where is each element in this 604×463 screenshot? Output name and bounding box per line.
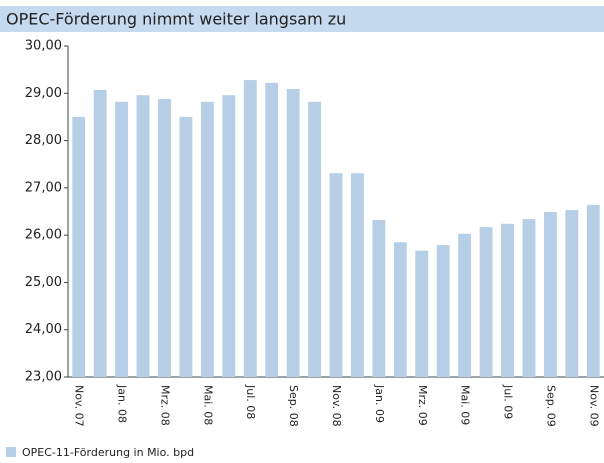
x-tick-label: Sep. 09 [544, 385, 557, 427]
bar [543, 211, 557, 377]
bar [308, 101, 321, 377]
y-tick-label: 28,00 [25, 133, 62, 148]
y-tick-label: 30,00 [25, 39, 62, 54]
bar [436, 245, 450, 377]
bar [286, 89, 300, 377]
y-tick-label: 25,00 [25, 275, 62, 290]
bar [522, 219, 536, 377]
x-tick-label: Mrz. 09 [416, 385, 429, 426]
bar [329, 173, 343, 377]
bar [415, 250, 429, 377]
x-tick-label: Nov. 08 [330, 385, 343, 427]
bar [200, 101, 214, 377]
x-tick-label: Mai. 09 [459, 385, 472, 425]
bar [243, 80, 257, 377]
bar [93, 89, 107, 378]
x-tick-label: Nov. 07 [73, 385, 86, 427]
bar [565, 210, 579, 377]
y-tick-label: 27,00 [25, 180, 62, 195]
y-tick-label: 24,00 [25, 322, 62, 337]
x-tick-label: Jul. 08 [244, 384, 257, 419]
y-tick-label: 26,00 [25, 228, 62, 243]
x-tick-label: Mrz. 08 [158, 385, 171, 426]
x-tick-label: Mai. 08 [201, 385, 214, 425]
bar [501, 223, 514, 377]
legend-swatch [6, 447, 16, 457]
bar [479, 227, 493, 377]
bar [72, 116, 86, 377]
y-tick-label: 29,00 [25, 86, 62, 101]
bar [458, 233, 472, 377]
legend-label: OPEC-11-Förderung in Mio. bpd [22, 446, 194, 459]
x-tick-label: Nov. 09 [587, 385, 600, 427]
x-tick-label: Jan. 09 [373, 384, 386, 423]
bar [158, 98, 171, 378]
x-tick-label: Jul. 09 [502, 384, 515, 419]
title-band [0, 6, 604, 32]
bar [586, 204, 600, 377]
bar [351, 173, 364, 377]
bar [222, 95, 236, 378]
bar [265, 82, 279, 377]
bar [372, 220, 386, 377]
chart-title: OPEC-Förderung nimmt weiter langsam zu [6, 10, 346, 29]
x-tick-label: Sep. 08 [287, 385, 300, 427]
x-tick-label: Jan. 08 [116, 384, 129, 423]
y-tick-label: 23,00 [25, 370, 62, 385]
bar [136, 95, 150, 378]
bar [393, 242, 407, 377]
bar [179, 116, 193, 377]
bar [115, 101, 129, 377]
